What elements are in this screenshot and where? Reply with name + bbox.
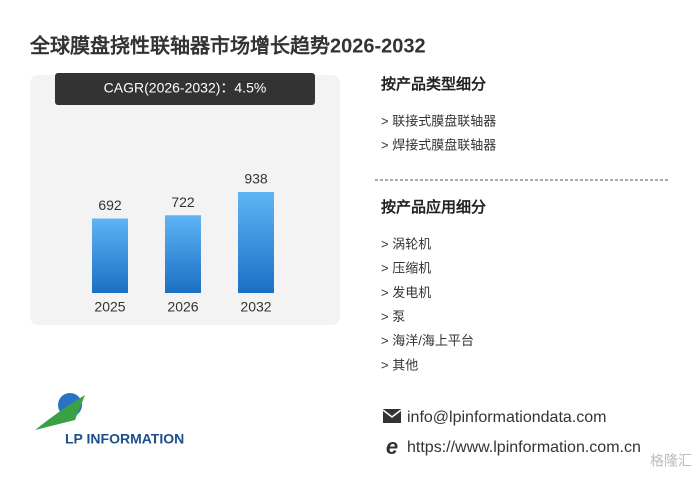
bar: [238, 192, 274, 293]
email-icon: [382, 409, 402, 423]
data-label: 692: [98, 197, 122, 213]
segment-item: > 联接式膜盘联轴器: [381, 113, 496, 128]
segment-item: > 其他: [381, 357, 418, 372]
segment-heading: 按产品类型细分: [381, 75, 486, 93]
website: https://www.lpinformation.com.cn: [407, 439, 641, 456]
bar: [92, 218, 128, 293]
logo-mark: [35, 393, 85, 430]
page-title: 全球膜盘挠性联轴器市场增长趋势2026-2032: [29, 33, 426, 57]
segment-item: > 压缩机: [381, 261, 431, 276]
logo-text: LP INFORMATION: [65, 431, 184, 447]
data-label: 938: [244, 171, 268, 187]
x-tick-label: 2026: [167, 299, 198, 315]
segment-item: > 海洋/海上平台: [381, 333, 474, 348]
web-icon: e: [386, 434, 398, 459]
data-label: 722: [171, 194, 195, 210]
watermark: 格隆汇: [650, 453, 692, 469]
x-tick-label: 2025: [94, 299, 125, 315]
segment-item: > 焊接式膜盘联轴器: [381, 138, 496, 153]
email: info@lpinformationdata.com: [407, 409, 606, 426]
segment-heading: 按产品应用细分: [381, 198, 486, 216]
segment-item: > 发电机: [381, 285, 431, 300]
cagr-box: [55, 73, 315, 105]
bar: [165, 215, 201, 293]
segment-item: > 涡轮机: [381, 236, 431, 251]
cagr-text: CAGR(2026-2032)：4.5%: [104, 80, 267, 96]
segment-item: > 泵: [381, 309, 405, 324]
x-tick-label: 2032: [240, 299, 271, 315]
